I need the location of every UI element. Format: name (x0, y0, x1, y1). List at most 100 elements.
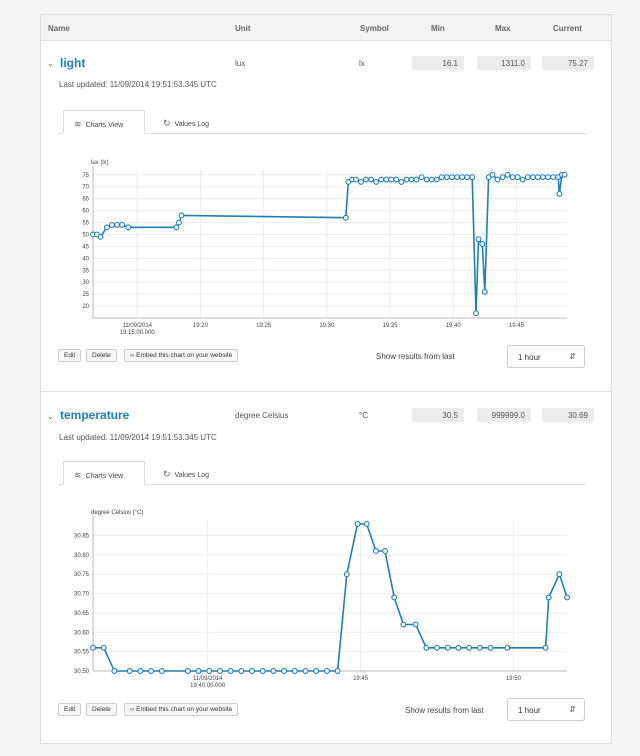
data-point (479, 241, 486, 247)
tab-values-log[interactable]: ↻ Values Log (153, 461, 233, 485)
y-tick-label: 25 (82, 292, 89, 298)
edit-button[interactable]: Edit (58, 703, 82, 716)
data-point (259, 668, 266, 674)
data-point (423, 176, 430, 183)
data-point (438, 174, 445, 181)
data-point (148, 668, 155, 674)
delete-button[interactable]: Delete (86, 703, 117, 716)
x-tick-label: 19:45 (509, 323, 525, 329)
data-point (542, 644, 549, 651)
data-point (184, 668, 191, 674)
data-point (393, 176, 400, 183)
tab-label: Charts View (85, 122, 124, 129)
series-line (93, 523, 568, 672)
min-value: 16.1 (412, 56, 464, 70)
data-point (428, 176, 435, 183)
data-point (342, 214, 349, 221)
data-point (418, 174, 425, 181)
time-range-value: 1 hour (518, 353, 541, 362)
tab-label: Values Log (174, 472, 210, 479)
data-point (109, 221, 115, 228)
data-point (126, 668, 133, 674)
data-point (103, 224, 110, 231)
data-point (195, 668, 202, 674)
data-point (382, 548, 388, 554)
sensor-name-link[interactable]: temperature (60, 408, 130, 422)
y-tick-label: 75 (82, 173, 89, 179)
data-point (302, 668, 309, 674)
data-point (514, 174, 521, 181)
current-value: 75.27 (542, 56, 594, 70)
y-tick-label: 30.75 (74, 572, 90, 578)
y-tick-label: 50 (82, 232, 89, 238)
data-point (529, 174, 536, 181)
data-point (524, 174, 531, 181)
time-range-select[interactable]: 1 hour ⇵ (507, 698, 585, 721)
y-tick-label: 40 (82, 256, 89, 262)
y-tick-label: 30.50 (74, 669, 90, 675)
x-tick-label: 19:50 (506, 676, 522, 682)
min-value: 30.5 (412, 408, 464, 422)
sensor-symbol: °C (359, 411, 368, 420)
x-tick-label: 19:35 (383, 323, 399, 329)
data-point (270, 668, 277, 674)
data-point (358, 178, 364, 185)
data-point (413, 176, 420, 183)
code-icon: ‹› (130, 706, 135, 713)
data-point (354, 520, 361, 527)
embed-chart-button[interactable]: ‹› Embed this chart on your website (124, 703, 239, 716)
tab-values-log[interactable]: ↻ Values Log (153, 110, 233, 134)
data-point (176, 219, 182, 226)
x-tick-label: 19:25 (256, 323, 272, 329)
y-tick-label: 70 (82, 185, 89, 191)
tab-charts-view[interactable]: ≋ Charts View (63, 461, 145, 485)
row-divider (41, 391, 611, 392)
data-point (564, 594, 570, 601)
data-point (489, 171, 496, 178)
data-point (455, 644, 462, 651)
last-updated: Last updated: 11/09/2014 19:51:53.345 UT… (59, 80, 217, 89)
data-point (343, 571, 350, 578)
tab-charts-view[interactable]: ≋ Charts View (63, 110, 145, 134)
embed-chart-button-label: Embed this chart on your website (136, 706, 233, 713)
current-value: 30.69 (542, 408, 594, 422)
light-chart: 20 25 30 35 40 45 50 55 60 65 70 75 11/09/201419:15:… (82, 160, 568, 336)
sensor-name-link[interactable]: light (60, 56, 86, 70)
collapse-chevron-icon[interactable]: ⌄ (47, 59, 54, 68)
series-line (93, 173, 565, 314)
show-results-label: Show results from last (376, 352, 455, 361)
y-tick-label: 30.60 (74, 630, 90, 636)
sensor-table: Name Unit Symbol Min Max Current ⌄ light… (40, 14, 612, 744)
y-tick-label: 30.55 (74, 650, 90, 656)
embed-chart-button[interactable]: ‹› Embed this chart on your website (124, 349, 239, 362)
data-point (114, 221, 120, 228)
data-point (383, 176, 390, 183)
delete-button[interactable]: Delete (86, 349, 117, 362)
data-point (400, 621, 407, 628)
data-point (173, 224, 180, 231)
data-point (499, 174, 506, 181)
data-point (487, 644, 494, 651)
y-tick-label: 65 (82, 197, 89, 203)
data-point (476, 644, 483, 651)
data-point (97, 233, 104, 240)
data-point (454, 174, 460, 181)
data-point (473, 310, 479, 317)
data-point (313, 668, 320, 674)
y-tick-label: 60 (82, 209, 89, 215)
data-point (363, 520, 370, 527)
data-point (334, 668, 341, 674)
data-point (556, 571, 563, 578)
data-point (504, 171, 511, 178)
time-range-select[interactable]: 1 hour ⇵ (507, 345, 585, 368)
data-point (281, 668, 288, 674)
data-point (433, 176, 440, 183)
tabs-underline (58, 484, 586, 485)
x-tick-label: 19:40 (446, 323, 462, 329)
data-point (100, 644, 107, 651)
data-point (372, 548, 379, 554)
data-point (158, 668, 165, 674)
edit-button[interactable]: Edit (58, 349, 82, 362)
data-point (494, 176, 501, 183)
collapse-chevron-icon[interactable]: ⌄ (47, 412, 54, 421)
